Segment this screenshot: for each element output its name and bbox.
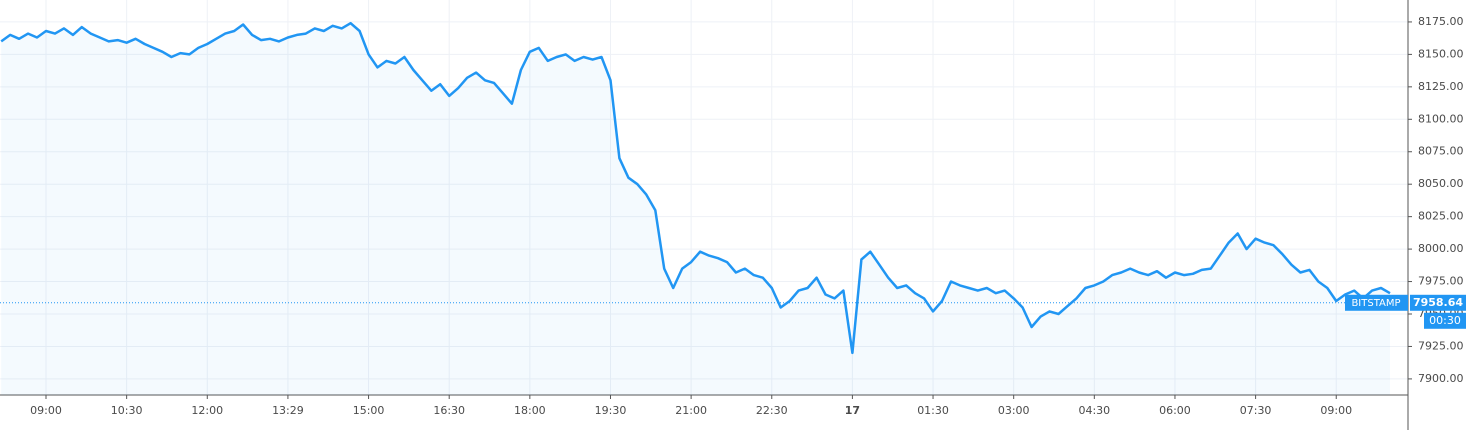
x-tick-label: 17 (845, 404, 860, 417)
x-tick-label: 04:30 (1078, 404, 1110, 417)
countdown: 00:30 (1429, 314, 1461, 327)
x-tick-label: 07:30 (1240, 404, 1272, 417)
countdown-tag (1424, 312, 1466, 329)
x-tick-label: 10:30 (111, 404, 143, 417)
price-tag (1410, 294, 1466, 311)
x-tick-label: 19:30 (595, 404, 627, 417)
y-tick-label: 8000.00 (1418, 242, 1464, 255)
y-tick-label: 7900.00 (1418, 372, 1464, 385)
y-tick-label: 8075.00 (1418, 145, 1464, 158)
y-tick-label: 8150.00 (1418, 47, 1464, 60)
series-name: BITSTAMP (1351, 298, 1400, 309)
last-price: 7958.64 (1413, 296, 1463, 309)
x-tick-label: 22:30 (756, 404, 788, 417)
x-tick-label: 09:00 (30, 404, 62, 417)
x-tick-label: 09:00 (1320, 404, 1352, 417)
x-tick-label: 21:00 (675, 404, 707, 417)
y-tick-label: 8100.00 (1418, 112, 1464, 125)
x-tick-label: 16:30 (433, 404, 465, 417)
x-tick-label: 13:29 (272, 404, 304, 417)
y-tick-label: 7925.00 (1418, 339, 1464, 352)
y-tick-label: 8175.00 (1418, 15, 1464, 28)
y-tick-label: 8050.00 (1418, 177, 1464, 190)
x-tick-label: 03:00 (998, 404, 1030, 417)
x-tick-label: 12:00 (191, 404, 223, 417)
y-tick-label: 7975.00 (1418, 275, 1464, 288)
y-tick-label: 8025.00 (1418, 210, 1464, 223)
area-fill (1, 23, 1391, 395)
x-tick-label: 06:00 (1159, 404, 1191, 417)
x-tick-label: 15:00 (353, 404, 385, 417)
series-tag (1345, 294, 1408, 311)
y-tick-label: 8125.00 (1418, 80, 1464, 93)
x-tick-label: 01:30 (917, 404, 949, 417)
price-line (0, 21, 1391, 355)
x-tick-label: 18:00 (514, 404, 546, 417)
